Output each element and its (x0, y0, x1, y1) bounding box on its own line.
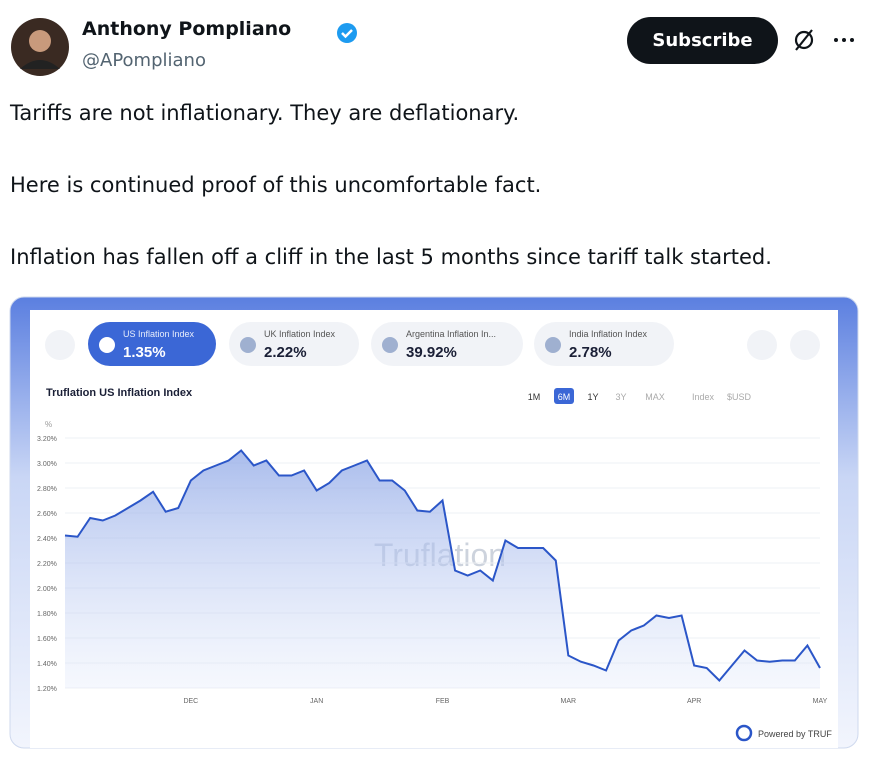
card-value: 1.35% (123, 344, 166, 361)
card-value: 2.22% (264, 344, 307, 361)
card-label: Argentina Inflation In... (406, 329, 496, 339)
chart-title: Truflation US Inflation Index (46, 387, 193, 399)
y-tick-label: 3.00% (37, 461, 57, 468)
verified-badge (337, 23, 357, 43)
mode-tab[interactable]: Index (692, 392, 715, 402)
search-button[interactable] (790, 330, 820, 360)
powered-by: Powered by TRUF (758, 729, 832, 739)
y-tick-label: 2.80% (37, 486, 57, 493)
card-label: US Inflation Index (123, 329, 195, 339)
flag-icon (382, 337, 398, 353)
tweet-text: Here is continued proof of this uncomfor… (10, 173, 542, 197)
next-button[interactable] (747, 330, 777, 360)
card-value: 2.78% (569, 344, 612, 361)
index-card[interactable] (88, 322, 216, 366)
range-tab[interactable]: 6M (558, 392, 571, 402)
x-tick-label: FEB (436, 698, 450, 705)
flag-icon (240, 337, 256, 353)
y-tick-label: 2.20% (37, 561, 57, 568)
x-tick-label: JAN (310, 698, 323, 705)
data-line (64, 449, 821, 682)
menu-icons[interactable] (792, 28, 858, 52)
card-value: 39.92% (406, 344, 457, 361)
y-tick-label: 2.40% (37, 536, 57, 543)
index-card[interactable] (229, 322, 359, 366)
y-tick-label: 1.60% (37, 636, 57, 643)
index-card[interactable] (534, 322, 674, 366)
flag-icon (99, 337, 115, 353)
y-tick-label: 2.60% (37, 511, 57, 518)
subscribe-button[interactable]: Subscribe (627, 17, 778, 64)
truf-logo (735, 724, 753, 742)
tweet-text: Inflation has fallen off a cliff in the … (10, 245, 772, 269)
author-name[interactable]: Anthony Pompliano (82, 18, 292, 40)
x-tick-label: MAR (561, 698, 577, 705)
range-tab[interactable]: 3Y (615, 392, 626, 402)
y-tick-label: 1.20% (37, 686, 57, 693)
line-area (65, 450, 820, 688)
range-tab[interactable]: 1M (528, 392, 541, 402)
y-tick-label: 2.00% (37, 586, 57, 593)
y-tick-label: 1.40% (37, 661, 57, 668)
y-axis-label: % (45, 420, 52, 429)
x-tick-label: MAY (813, 698, 828, 705)
card-label: India Inflation Index (569, 329, 648, 339)
tweet-text: Tariffs are not inflationary. They are d… (10, 101, 520, 125)
x-tick-label: DEC (183, 698, 198, 705)
range-tab[interactable]: 1Y (587, 392, 598, 402)
y-tick-label: 1.80% (37, 611, 57, 618)
tab-selected (554, 388, 574, 404)
avatar (11, 18, 69, 76)
index-card[interactable] (371, 322, 523, 366)
author-handle[interactable]: @APompliano (82, 50, 206, 71)
range-tab[interactable]: MAX (645, 392, 665, 402)
x-tick-label: APR (687, 698, 701, 705)
mode-tab[interactable]: $USD (727, 392, 752, 402)
prev-button[interactable] (45, 330, 75, 360)
flag-icon (545, 337, 561, 353)
y-tick-label: 3.20% (37, 436, 57, 443)
card-label: UK Inflation Index (264, 329, 336, 339)
